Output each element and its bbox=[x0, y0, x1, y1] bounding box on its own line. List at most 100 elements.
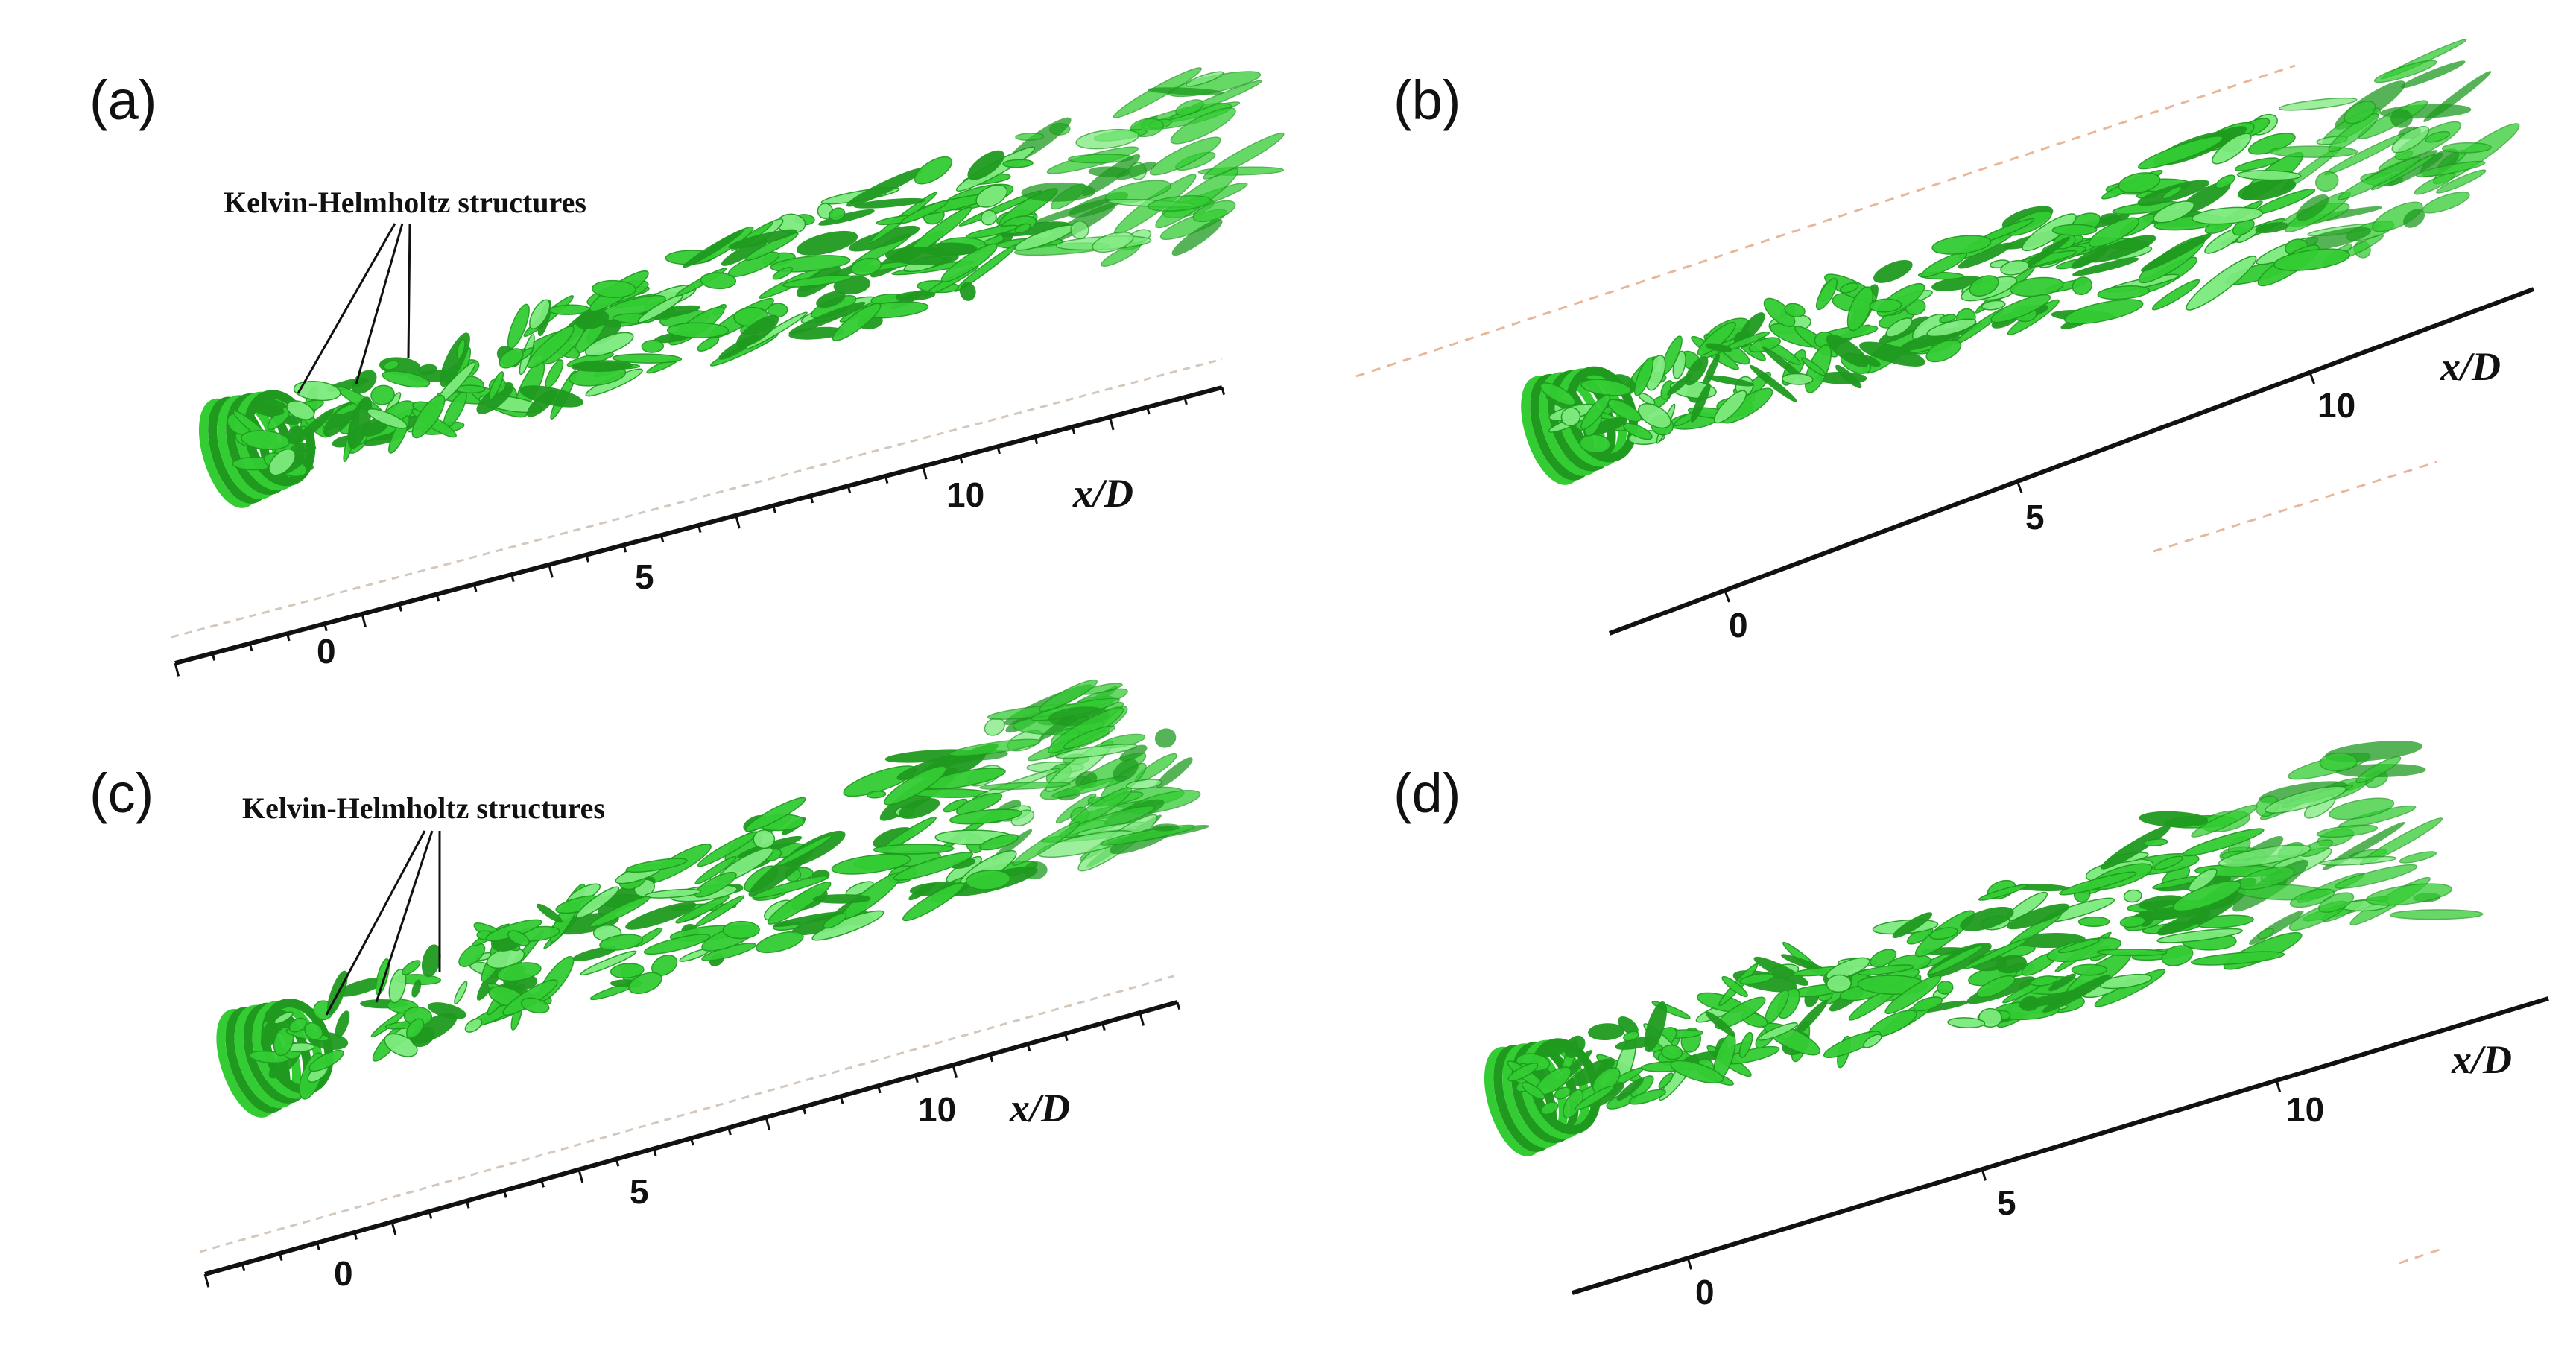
axis-b: 0 5 10 x/D bbox=[1608, 287, 2535, 645]
vortex-structure bbox=[1156, 757, 1193, 788]
vortex-structure bbox=[1113, 759, 1139, 782]
vortex-wake-c bbox=[216, 679, 1209, 1118]
vortex-structure bbox=[940, 243, 998, 282]
axis-tick bbox=[1221, 387, 1225, 396]
tick-label-a-5: 5 bbox=[635, 557, 654, 596]
vortex-structure bbox=[697, 336, 720, 352]
vortex-structure bbox=[984, 717, 1005, 736]
tick-label-c-5: 5 bbox=[630, 1172, 649, 1211]
vortex-structure bbox=[388, 969, 407, 1004]
vortex-structure bbox=[2153, 855, 2183, 870]
vortex-structure bbox=[1644, 1001, 1668, 1052]
vortex-structure bbox=[2319, 855, 2397, 866]
vortex-structure bbox=[2097, 285, 2151, 300]
axis-tick bbox=[316, 1242, 320, 1250]
vortex-structure bbox=[1963, 937, 2029, 969]
vortex-structure bbox=[2192, 206, 2264, 225]
axis-tick bbox=[1101, 1022, 1106, 1031]
vortex-structure bbox=[456, 338, 466, 359]
vortex-structure bbox=[454, 981, 468, 1004]
vortex-structure bbox=[1960, 907, 2014, 931]
vortex-structure bbox=[823, 913, 847, 929]
vortex-structure bbox=[2390, 109, 2413, 128]
axis-tick bbox=[548, 564, 554, 578]
vortex-structure bbox=[520, 997, 550, 1014]
vortex-structure bbox=[367, 408, 408, 429]
vortex-structure bbox=[2140, 233, 2212, 272]
annotation-c: Kelvin-Helmholtz structures bbox=[242, 791, 605, 1016]
vortex-structure bbox=[1575, 1085, 1615, 1111]
axis-tick bbox=[809, 495, 814, 504]
annotation-leader-a-3 bbox=[407, 223, 411, 358]
vortex-structure bbox=[1931, 235, 1992, 255]
vortex-structure bbox=[811, 910, 884, 941]
vortex-structure bbox=[895, 291, 936, 301]
vortex-structure bbox=[2425, 130, 2451, 143]
vortex-structure bbox=[1763, 297, 1796, 327]
vortex-structure bbox=[1990, 294, 2051, 323]
tick-label-b-5: 5 bbox=[2025, 498, 2045, 537]
dashed-guide-b-top bbox=[1355, 64, 2296, 378]
vortex-structure bbox=[2099, 213, 2122, 225]
axis-tick bbox=[765, 1117, 771, 1131]
dashed-guide-b-bottom bbox=[2153, 461, 2437, 553]
axis-d: 0 5 10 x/D bbox=[1572, 996, 2549, 1311]
axis-tick bbox=[435, 594, 440, 602]
vortex-structure bbox=[2059, 871, 2137, 896]
tick-label-b-0: 0 bbox=[1729, 606, 1748, 645]
vortex-structure bbox=[2366, 883, 2452, 906]
vortex-structure bbox=[2372, 201, 2423, 232]
vortex-structure bbox=[744, 311, 808, 350]
vortex-structure bbox=[2063, 299, 2144, 325]
axis-label-c: x/D bbox=[1009, 1086, 1070, 1130]
vortex-structure bbox=[2101, 825, 2171, 870]
vortex-structure bbox=[1721, 975, 1748, 998]
vortex-structure bbox=[1885, 317, 1913, 338]
vortex-structure bbox=[2212, 133, 2252, 165]
vortex-structure bbox=[1554, 1086, 1572, 1100]
vortex-structure bbox=[1564, 1035, 1586, 1058]
vortex-structure bbox=[884, 765, 947, 806]
vortex-structure bbox=[796, 230, 858, 256]
vortex-structure bbox=[1063, 725, 1115, 750]
vortex-structure bbox=[1921, 252, 1967, 278]
vortex-structure bbox=[1580, 393, 1611, 431]
vortex-structure bbox=[529, 299, 551, 330]
vortex-structure bbox=[2273, 248, 2350, 271]
axis-tick bbox=[353, 1232, 358, 1240]
vortex-structure bbox=[1978, 884, 2028, 901]
vortex-structure bbox=[1685, 356, 1709, 386]
tick-label-c-0: 0 bbox=[334, 1254, 353, 1293]
vortex-structure bbox=[1039, 679, 1098, 712]
vortex-structure bbox=[1588, 1023, 1625, 1041]
vortex-structure bbox=[744, 797, 806, 832]
vortex-structure bbox=[1823, 1031, 1882, 1059]
vortex-structure bbox=[1892, 912, 1933, 938]
axis-tick bbox=[989, 1054, 994, 1063]
vortex-structure bbox=[401, 960, 421, 975]
axis-tick bbox=[1071, 426, 1076, 434]
vortex-structure bbox=[2215, 174, 2235, 189]
vortex-structure bbox=[2057, 938, 2101, 954]
vortex-structure bbox=[2399, 851, 2437, 864]
axis-tick bbox=[922, 466, 928, 480]
annotation-text-a: Kelvin-Helmholtz structures bbox=[224, 186, 586, 219]
vortex-structure bbox=[816, 291, 846, 308]
vortex-structure bbox=[666, 322, 730, 339]
axis-tick bbox=[540, 1180, 545, 1188]
vortex-structure bbox=[2142, 838, 2168, 847]
vortex-structure bbox=[812, 894, 871, 904]
tick-label-a-0: 0 bbox=[317, 632, 336, 671]
vortex-structure bbox=[411, 394, 446, 439]
axis-tick bbox=[465, 1200, 470, 1209]
vortex-structure bbox=[571, 360, 633, 373]
vortex-structure bbox=[1835, 364, 1862, 389]
vortex-structure bbox=[2046, 937, 2122, 962]
vortex-structure bbox=[1175, 99, 1204, 116]
vortex-structure bbox=[2389, 909, 2484, 920]
vortex-structure bbox=[1859, 341, 1925, 367]
vortex-structure bbox=[1661, 1044, 1683, 1060]
axis-tick bbox=[174, 662, 180, 677]
vortex-structure bbox=[370, 384, 395, 405]
vortex-structure bbox=[2077, 916, 2110, 927]
